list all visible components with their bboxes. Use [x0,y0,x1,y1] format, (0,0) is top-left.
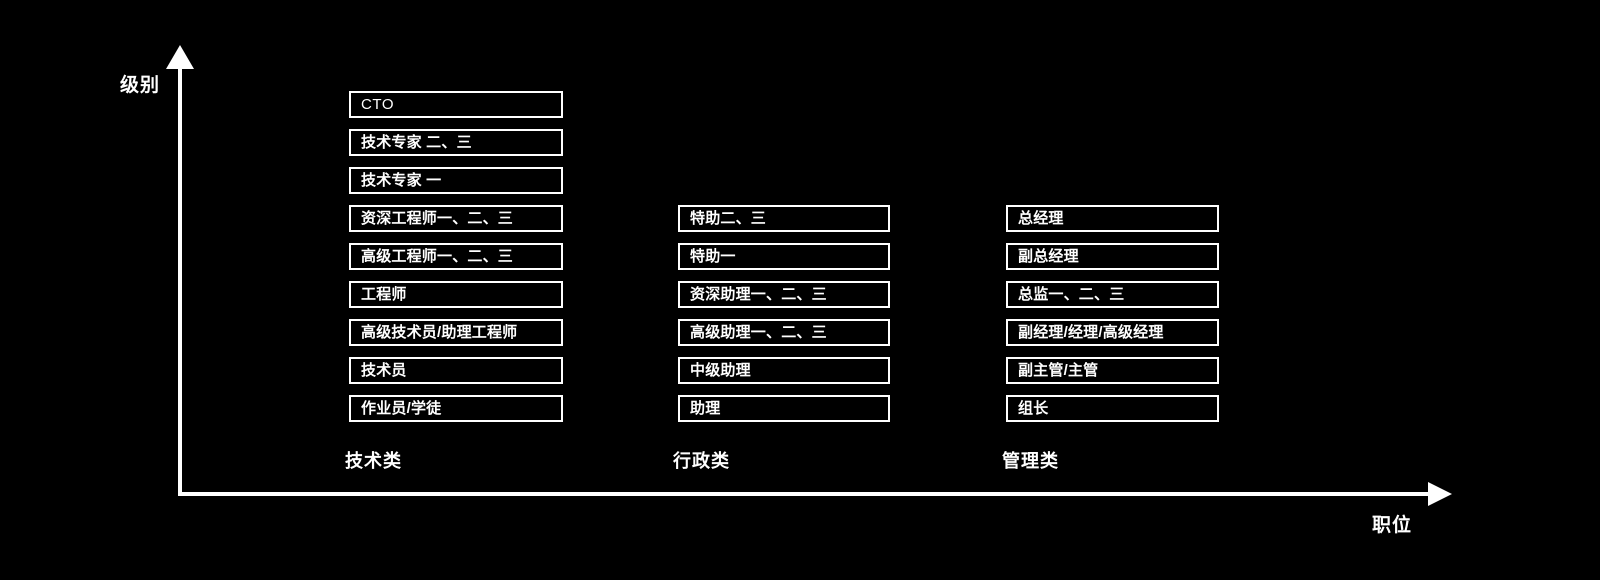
level-box-technical-2[interactable]: 作业员/学徒 [349,395,563,422]
column-caption-management: 管理类 [1002,451,1059,471]
level-box-management-2[interactable]: 组长 [1006,395,1219,422]
level-box-label: 工程师 [361,286,407,303]
level-box-technical-5[interactable]: 工程师 [349,281,563,308]
level-box-label: 技术员 [361,362,407,379]
level-box-technical-4[interactable]: 高级技术员/助理工程师 [349,319,563,346]
level-box-label: 技术专家 一 [361,172,442,189]
level-box-management-6[interactable]: 副总经理 [1006,243,1219,270]
column-caption-administrative: 行政类 [673,451,730,471]
level-box-label: 特助一 [690,248,736,265]
level-box-administrative-4[interactable]: 高级助理一、二、三 [678,319,890,346]
level-box-label: 高级工程师一、二、三 [361,248,514,265]
y-axis-arrow-icon [166,45,194,69]
level-box-label: 副总经理 [1018,248,1079,265]
x-axis-arrow-icon [1428,482,1452,506]
level-box-label: 资深助理一、二、三 [690,286,827,303]
level-box-technical-8[interactable]: 技术专家 一 [349,167,563,194]
x-axis-label: 职位 [1372,515,1413,536]
level-box-label: 特助二、三 [690,210,767,227]
level-box-administrative-7[interactable]: 特助二、三 [678,205,890,232]
level-box-administrative-5[interactable]: 资深助理一、二、三 [678,281,890,308]
level-box-technical-10[interactable]: CTO [349,91,563,118]
level-box-label: 总经理 [1018,210,1064,227]
y-axis-line [178,58,182,496]
level-box-management-5[interactable]: 总监一、二、三 [1006,281,1219,308]
level-box-label: 组长 [1018,400,1049,417]
x-axis-line [178,492,1434,496]
level-box-technical-9[interactable]: 技术专家 二、三 [349,129,563,156]
level-box-administrative-6[interactable]: 特助一 [678,243,890,270]
level-box-technical-7[interactable]: 资深工程师一、二、三 [349,205,563,232]
level-box-label: 技术专家 二、三 [361,134,472,151]
level-box-administrative-2[interactable]: 助理 [678,395,890,422]
level-box-administrative-3[interactable]: 中级助理 [678,357,890,384]
y-axis-label: 级别 [120,75,161,96]
level-box-label: 资深工程师一、二、三 [361,210,514,227]
level-box-label: 助理 [690,400,721,417]
level-box-label: 中级助理 [690,362,751,379]
level-box-label: 高级助理一、二、三 [690,324,827,341]
level-box-label: 高级技术员/助理工程师 [361,324,518,341]
level-box-management-3[interactable]: 副主管/主管 [1006,357,1219,384]
level-box-label: 作业员/学徒 [361,400,442,417]
level-box-label: 副经理/经理/高级经理 [1018,324,1164,341]
level-box-label: CTO [361,96,395,113]
level-box-management-4[interactable]: 副经理/经理/高级经理 [1006,319,1219,346]
level-box-technical-6[interactable]: 高级工程师一、二、三 [349,243,563,270]
level-box-label: 总监一、二、三 [1018,286,1125,303]
level-box-management-7[interactable]: 总经理 [1006,205,1219,232]
level-box-label: 副主管/主管 [1018,362,1099,379]
column-caption-technical: 技术类 [345,451,402,471]
level-box-technical-3[interactable]: 技术员 [349,357,563,384]
